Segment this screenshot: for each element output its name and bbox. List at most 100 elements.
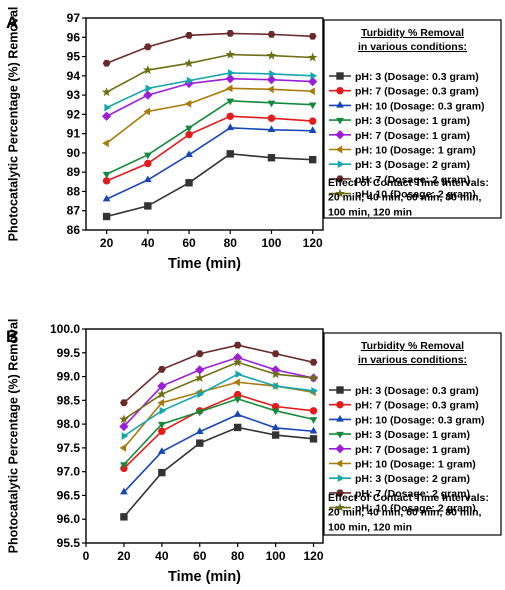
legend-item: pH: 7 (Dosage: 0.3 gram)	[329, 400, 479, 412]
x-tick-label: 20	[117, 549, 131, 563]
data-point	[225, 84, 233, 93]
series-line	[106, 87, 313, 144]
legend-label: pH: 3 (Dosage: 2 gram)	[355, 473, 470, 485]
legend-item: pH: 10 (Dosage: 0.3 gram)	[329, 414, 485, 426]
legend-note: 20 min, 40 min, 60 min, 80 min,	[328, 192, 482, 204]
data-point	[232, 357, 243, 367]
y-tick-label: 95	[67, 50, 81, 64]
data-point	[308, 102, 317, 110]
data-point	[309, 417, 318, 424]
panel-label: B	[6, 327, 18, 346]
legend-subtitle: in various conditions:	[358, 41, 467, 53]
series-7	[121, 370, 318, 440]
data-point	[225, 49, 236, 59]
legend-swatch-marker	[336, 386, 344, 394]
data-point	[273, 382, 281, 390]
legend-item: pH: 7 (Dosage: 0.3 gram)	[329, 86, 479, 98]
legend-label: pH: 10 (Dosage: 0.3 gram)	[355, 100, 485, 112]
legend-label: pH: 3 (Dosage: 1 gram)	[355, 115, 470, 127]
data-point	[225, 74, 235, 84]
series-line	[106, 153, 313, 218]
legend-note: 100 min, 120 min	[328, 206, 412, 218]
data-point	[308, 126, 317, 133]
data-point	[226, 30, 235, 37]
series-3	[102, 123, 317, 202]
legend-title: Turbidity % Removal	[361, 27, 464, 39]
data-point	[226, 112, 234, 120]
data-point	[309, 407, 318, 415]
legend-item: pH: 10 (Dosage: 2 gram)	[329, 188, 476, 201]
legend-item: pH: 3 (Dosage: 0.3 gram)	[329, 385, 479, 397]
series-4	[120, 396, 318, 469]
x-tick-label: 60	[193, 549, 207, 563]
y-tick-label: 97.0	[57, 465, 81, 479]
legend-item: pH: 3 (Dosage: 1 gram)	[329, 115, 470, 127]
legend-label: pH: 10 (Dosage: 0.3 gram)	[355, 414, 485, 426]
data-point	[195, 372, 205, 383]
data-point	[121, 432, 129, 440]
legend-item: pH: 7 (Dosage: 1 gram)	[329, 130, 470, 142]
series-line	[106, 127, 313, 200]
series-line	[106, 100, 313, 175]
data-point	[307, 52, 318, 62]
data-point	[157, 398, 165, 407]
series-5	[101, 74, 318, 121]
series-2	[102, 112, 317, 185]
data-point	[185, 31, 193, 39]
legend-swatch-marker	[335, 444, 345, 454]
legend-swatch-marker	[335, 145, 343, 154]
data-point	[143, 65, 153, 75]
series-7	[104, 69, 318, 112]
legend-label: pH: 7 (Dosage: 2 gram)	[355, 174, 470, 186]
legend-label: pH: 10 (Dosage: 2 gram)	[355, 189, 476, 201]
series-9	[101, 49, 318, 97]
data-point	[308, 117, 317, 125]
x-tick-label: 60	[182, 236, 196, 250]
data-point	[120, 513, 128, 521]
legend-swatch-marker	[336, 489, 344, 497]
x-tick-label: 120	[304, 549, 324, 563]
data-point	[226, 123, 235, 131]
data-point	[308, 32, 317, 40]
data-point	[185, 150, 193, 158]
plot-frame	[85, 17, 324, 231]
data-point	[195, 350, 204, 358]
legend-title: Turbidity % Removal	[361, 340, 464, 352]
y-tick-label: 90	[67, 146, 81, 160]
y-tick-label: 96.5	[57, 488, 81, 502]
series-line	[106, 115, 313, 182]
data-point	[195, 365, 205, 375]
series-9	[119, 357, 319, 424]
y-tick-label: 93	[67, 88, 81, 102]
series-8	[102, 30, 317, 67]
data-point	[158, 427, 166, 435]
data-point	[159, 406, 167, 415]
legend-label: pH: 3 (Dosage: 2 gram)	[355, 159, 470, 171]
y-tick-label: 92	[67, 107, 81, 121]
data-point	[233, 423, 242, 432]
data-point	[233, 390, 242, 399]
y-tick-label: 94	[67, 69, 81, 83]
data-point	[119, 444, 127, 452]
legend-label: pH: 10 (Dosage: 1 gram)	[355, 145, 476, 157]
data-point	[195, 427, 204, 434]
data-point	[228, 69, 235, 77]
legend-label: pH: 10 (Dosage: 2 gram)	[355, 503, 476, 515]
plot-frame	[85, 328, 324, 544]
y-tick-label: 89	[67, 165, 81, 179]
legend-swatch-marker	[335, 502, 345, 512]
series-line	[106, 77, 313, 118]
series-3	[120, 410, 318, 495]
data-point	[267, 125, 276, 132]
legend-label: pH: 7 (Dosage: 1 gram)	[355, 130, 470, 142]
legend-label: pH: 7 (Dosage: 0.3 gram)	[355, 86, 479, 98]
legend: Turbidity % Removal in various conditions…	[323, 332, 502, 536]
legend-item: pH: 7 (Dosage: 2 gram)	[329, 174, 470, 186]
data-point	[226, 150, 234, 158]
legend-note: 100 min, 120 min	[328, 521, 412, 533]
legend-label: pH: 3 (Dosage: 0.3 gram)	[355, 71, 479, 83]
data-point	[120, 399, 128, 407]
data-point	[197, 390, 205, 398]
data-point	[267, 154, 276, 162]
x-tick-label: 40	[141, 236, 155, 250]
